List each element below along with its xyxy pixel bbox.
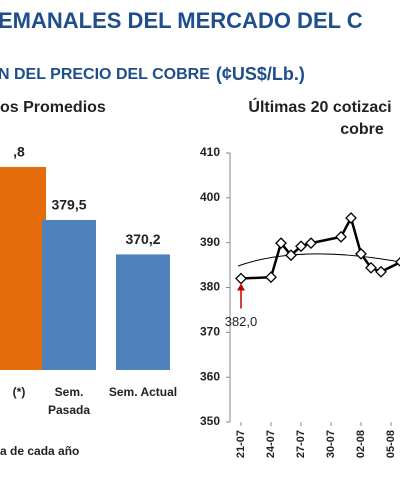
x-tick-label: 05-08 bbox=[385, 430, 397, 458]
x-tick-label: Sem. Actual bbox=[109, 385, 177, 399]
y-tick-label: 400 bbox=[200, 190, 220, 204]
slide-subtitle: N DEL PRECIO DEL COBRE (¢US$/Lb.) bbox=[0, 64, 305, 84]
footnote: a de cada año bbox=[0, 444, 79, 458]
point-label: 382,0 bbox=[225, 314, 258, 329]
bar-chart-title: os Promedios bbox=[0, 99, 106, 116]
x-tick-label: (*) bbox=[13, 385, 26, 399]
bar bbox=[0, 166, 46, 370]
point-marker bbox=[345, 212, 357, 224]
trend-line bbox=[237, 253, 400, 267]
x-tick-label: 21-07 bbox=[235, 430, 247, 458]
point-marker bbox=[295, 240, 307, 253]
x-tick-label-line: Sem. bbox=[55, 385, 84, 399]
point-marker bbox=[265, 271, 277, 284]
x-tick-label: 24-07 bbox=[265, 430, 277, 458]
point-marker bbox=[275, 237, 287, 250]
value-label: 370,2 bbox=[125, 231, 160, 247]
price-line bbox=[240, 214, 400, 280]
x-tick-label-line: Pasada bbox=[48, 403, 90, 417]
point-marker bbox=[285, 249, 297, 262]
x-tick-label: 27-07 bbox=[295, 430, 307, 458]
y-tick-label: 410 bbox=[200, 145, 220, 159]
unit: (¢US$/Lb.) bbox=[216, 64, 305, 84]
x-tick-label: 30-07 bbox=[325, 430, 337, 458]
point-marker bbox=[335, 230, 347, 243]
x-tick-label: 02-08 bbox=[355, 430, 367, 458]
value-label: ,8 bbox=[13, 144, 25, 160]
bar bbox=[42, 219, 96, 370]
point-marker bbox=[365, 261, 377, 274]
y-tick-label: 390 bbox=[200, 235, 220, 249]
slide-title: EMANALES DEL MERCADO DEL C bbox=[0, 8, 363, 33]
y-tick-label: 350 bbox=[200, 414, 220, 428]
y-tick-label: 360 bbox=[200, 369, 220, 383]
y-tick-label: 380 bbox=[200, 280, 220, 294]
point-marker bbox=[305, 237, 317, 250]
point-marker bbox=[375, 265, 387, 278]
subtitle-text: N DEL PRECIO DEL COBRE bbox=[0, 66, 210, 83]
value-label: 379,5 bbox=[51, 197, 86, 213]
arrow-head bbox=[237, 283, 245, 291]
point-marker bbox=[355, 247, 367, 260]
point-marker bbox=[395, 257, 400, 267]
y-tick-label: 370 bbox=[200, 325, 220, 339]
bar bbox=[116, 254, 170, 370]
x-tick-label: Sem. Pasada bbox=[48, 385, 90, 417]
line-chart-title: Últimas 20 cotizaci bbox=[248, 97, 391, 116]
line-chart-title: cobre bbox=[340, 121, 384, 138]
point-marker bbox=[235, 272, 247, 285]
